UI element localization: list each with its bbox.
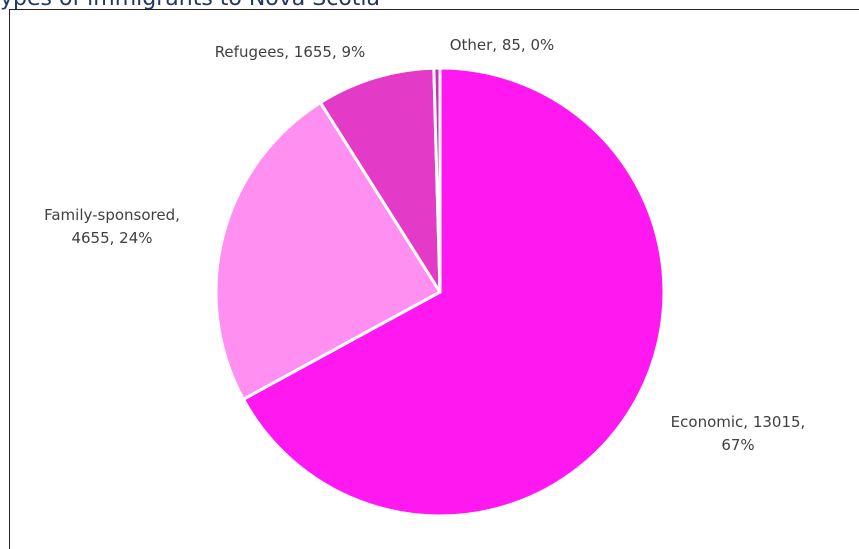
data-label-line: Refugees, 1655, 9% [215,43,366,61]
data-label-refugees: Refugees, 1655, 9% [215,43,366,61]
pie-slice-refugees [318,66,442,294]
partial-heading: ypes of immigrants to Nova Scotia [0,0,380,10]
pie-slice-economic [241,66,666,518]
pie-slice-other [432,66,442,294]
data-label-line: 4655, 24% [71,229,152,247]
data-label-family-sponsored: Family-sponsored, 4655, 24% [44,206,180,247]
data-label-line: Economic, 13015, [671,413,806,431]
pie-chart: Economic, 13015, 67% Family-sponsored, 4655… [44,36,806,518]
data-label-other: Other, 85, 0% [450,36,555,54]
data-label-economic: Economic, 13015, 67% [671,413,806,454]
data-label-line: 67% [721,436,754,454]
data-label-line: Other, 85, 0% [450,36,555,54]
data-label-line: Family-sponsored, [44,206,180,224]
pie-slice-family-sponsored [214,101,442,401]
heading-clip: ypes of immigrants to Nova Scotia [0,0,859,10]
